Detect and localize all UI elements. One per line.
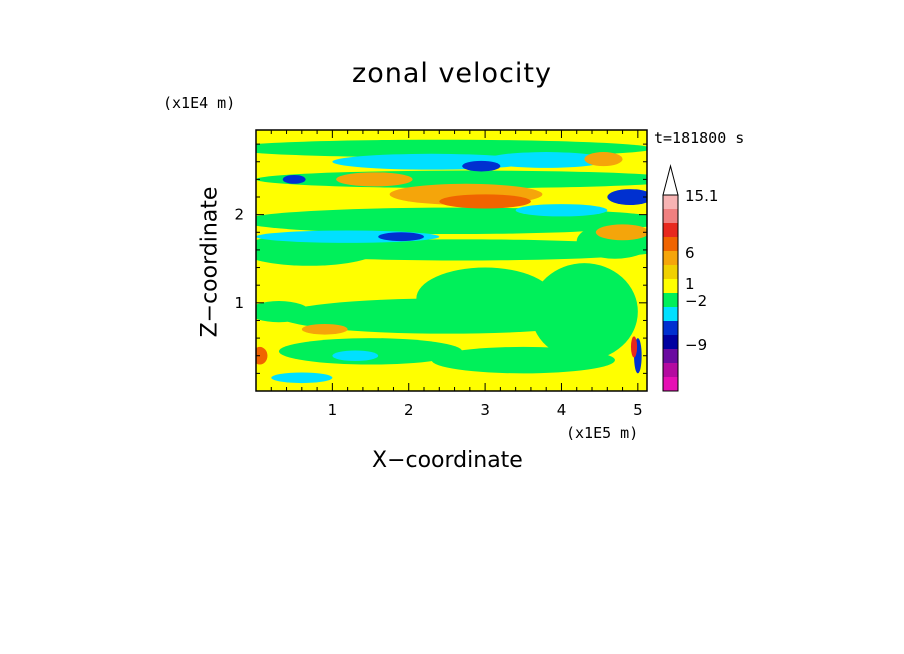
field-region xyxy=(271,372,333,384)
x-tick-label: 5 xyxy=(633,401,643,419)
field-region xyxy=(301,323,348,335)
field-region xyxy=(462,160,501,172)
field-region xyxy=(439,194,531,209)
colorbar-label: 1 xyxy=(685,275,695,293)
x-tick-label: 4 xyxy=(557,401,567,419)
colorbar-swatch xyxy=(663,223,678,237)
colorbar-swatch xyxy=(663,293,678,307)
field-region xyxy=(256,346,268,365)
field-region xyxy=(332,350,379,362)
colorbar-border xyxy=(662,194,679,392)
field-region xyxy=(416,267,554,330)
field-region xyxy=(282,174,306,184)
x-unit-label: (x1E5 m) xyxy=(566,424,639,442)
colorbar-swatch xyxy=(663,321,678,335)
y-unit-label: (x1E4 m) xyxy=(163,94,236,112)
field-region xyxy=(278,338,463,365)
colorbar-label: −9 xyxy=(685,336,707,354)
plot-frame xyxy=(255,129,648,392)
velocity-field xyxy=(256,130,647,391)
chart-title: zonal velocity xyxy=(352,58,552,89)
field-region xyxy=(595,224,647,241)
time-label: t=181800 s xyxy=(654,129,745,147)
colorbar-swatch xyxy=(663,237,678,251)
colorbar-label: 6 xyxy=(685,244,695,262)
y-tick-label: 2 xyxy=(234,206,244,224)
colorbar-swatch xyxy=(663,265,678,279)
field-region xyxy=(378,232,425,242)
colorbar-swatch xyxy=(663,209,678,223)
x-tick-label: 3 xyxy=(480,401,490,419)
colorbar-label: −2 xyxy=(685,292,707,310)
field-region xyxy=(584,152,623,167)
field-region xyxy=(530,263,638,361)
plot-border xyxy=(255,129,648,392)
colorbar-swatch xyxy=(663,335,678,349)
colorbar: 15.1 6 1−2 −9 xyxy=(662,164,718,392)
colorbar-extend-arrow xyxy=(662,164,679,196)
field-region xyxy=(485,152,608,168)
field-region xyxy=(336,172,413,187)
colorbar-label: 15.1 xyxy=(685,187,718,205)
x-axis-label: X−coordinate xyxy=(372,448,523,473)
colorbar-swatch xyxy=(663,307,678,321)
x-tick-label: 1 xyxy=(328,401,338,419)
axis-ticks: 1 2 3 4 5 1 2 xyxy=(234,130,647,419)
colorbar-swatch xyxy=(663,349,678,363)
field-region xyxy=(256,301,310,323)
colorbar-swatch xyxy=(663,251,678,265)
y-tick-label: 1 xyxy=(234,294,244,312)
colorbar-swatch xyxy=(663,363,678,377)
colorbar-swatch xyxy=(663,279,678,293)
colorbar-swatch xyxy=(663,195,678,209)
field-region xyxy=(630,336,638,358)
field-region xyxy=(515,204,608,217)
x-tick-label: 2 xyxy=(404,401,414,419)
field-region xyxy=(607,189,647,205)
colorbar-swatch xyxy=(663,377,678,391)
field-region xyxy=(431,346,615,374)
